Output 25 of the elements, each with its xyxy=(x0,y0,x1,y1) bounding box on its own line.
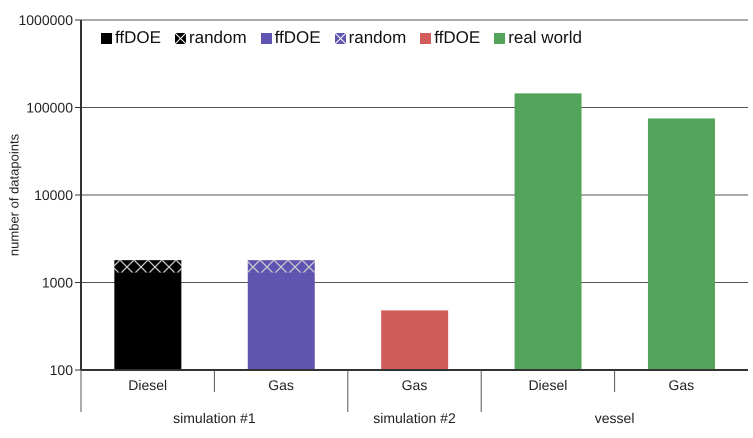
legend-label: ffDOE xyxy=(434,28,480,48)
legend-label: random xyxy=(348,28,406,48)
legend-label: real world xyxy=(508,28,582,48)
bar xyxy=(381,310,448,370)
text: simulation #1 xyxy=(172,410,257,426)
bar xyxy=(114,272,182,370)
x-tick-label: Gas xyxy=(668,377,694,393)
text: vessel xyxy=(594,410,636,426)
y-tick-label: 1000000 xyxy=(18,12,74,28)
legend-label: ffDOE xyxy=(274,28,321,48)
bar xyxy=(248,272,315,370)
y-tick-label: 100000 xyxy=(26,99,74,116)
x-tick-label: Diesel xyxy=(128,377,168,393)
y-axis-title: number of datapoints xyxy=(6,133,22,256)
x-tick-label: Diesel xyxy=(528,377,568,393)
legend-label: random xyxy=(188,28,247,48)
x-tick-label: Gas xyxy=(402,377,428,393)
x-tick-label: Gas xyxy=(268,377,294,393)
y-tick-label: 100 xyxy=(50,362,74,378)
bar xyxy=(648,118,715,370)
legend-label: ffDOE xyxy=(115,28,161,48)
y-tick-label: 1000 xyxy=(42,274,74,290)
text: simulation #2 xyxy=(372,410,457,426)
y-tick-label: 10000 xyxy=(34,186,74,203)
bar xyxy=(514,93,582,370)
